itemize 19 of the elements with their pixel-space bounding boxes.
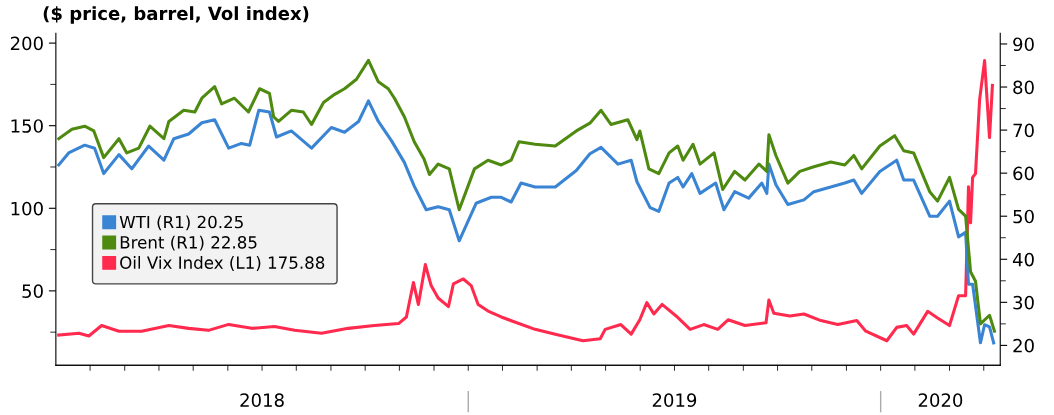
y2-tick-label: 40 [1012, 252, 1034, 267]
x-tick-label: 2018 [240, 393, 284, 407]
legend-label: Oil Vix Index (L1) 175.88 [120, 256, 325, 271]
y2-tick-label: 30 [1013, 295, 1034, 310]
y2-tick-label: 80 [1013, 80, 1034, 95]
y-tick-label: 100 [11, 201, 43, 216]
y2-tick-label: 20 [1013, 338, 1034, 353]
y2-tick-label: 90 [1013, 37, 1034, 52]
x-tick-label: 2019 [652, 393, 697, 407]
x-tick-label: 2020 [918, 393, 963, 407]
y2-tick-label: 60 [1013, 166, 1034, 181]
y2-tick-label: 70 [1013, 123, 1034, 138]
y-tick-label: 200 [10, 36, 43, 51]
y-tick-label: 150 [11, 119, 43, 133]
y2-tick-label: 50 [1013, 209, 1034, 224]
legend-label: Brent (R1) 22.85 [120, 235, 257, 251]
chart-title: ($ price, barrel, Vol index) [43, 6, 309, 24]
legend-label: WTI (R1) 20.25 [119, 215, 243, 231]
y-tick-label: 50 [22, 284, 43, 298]
